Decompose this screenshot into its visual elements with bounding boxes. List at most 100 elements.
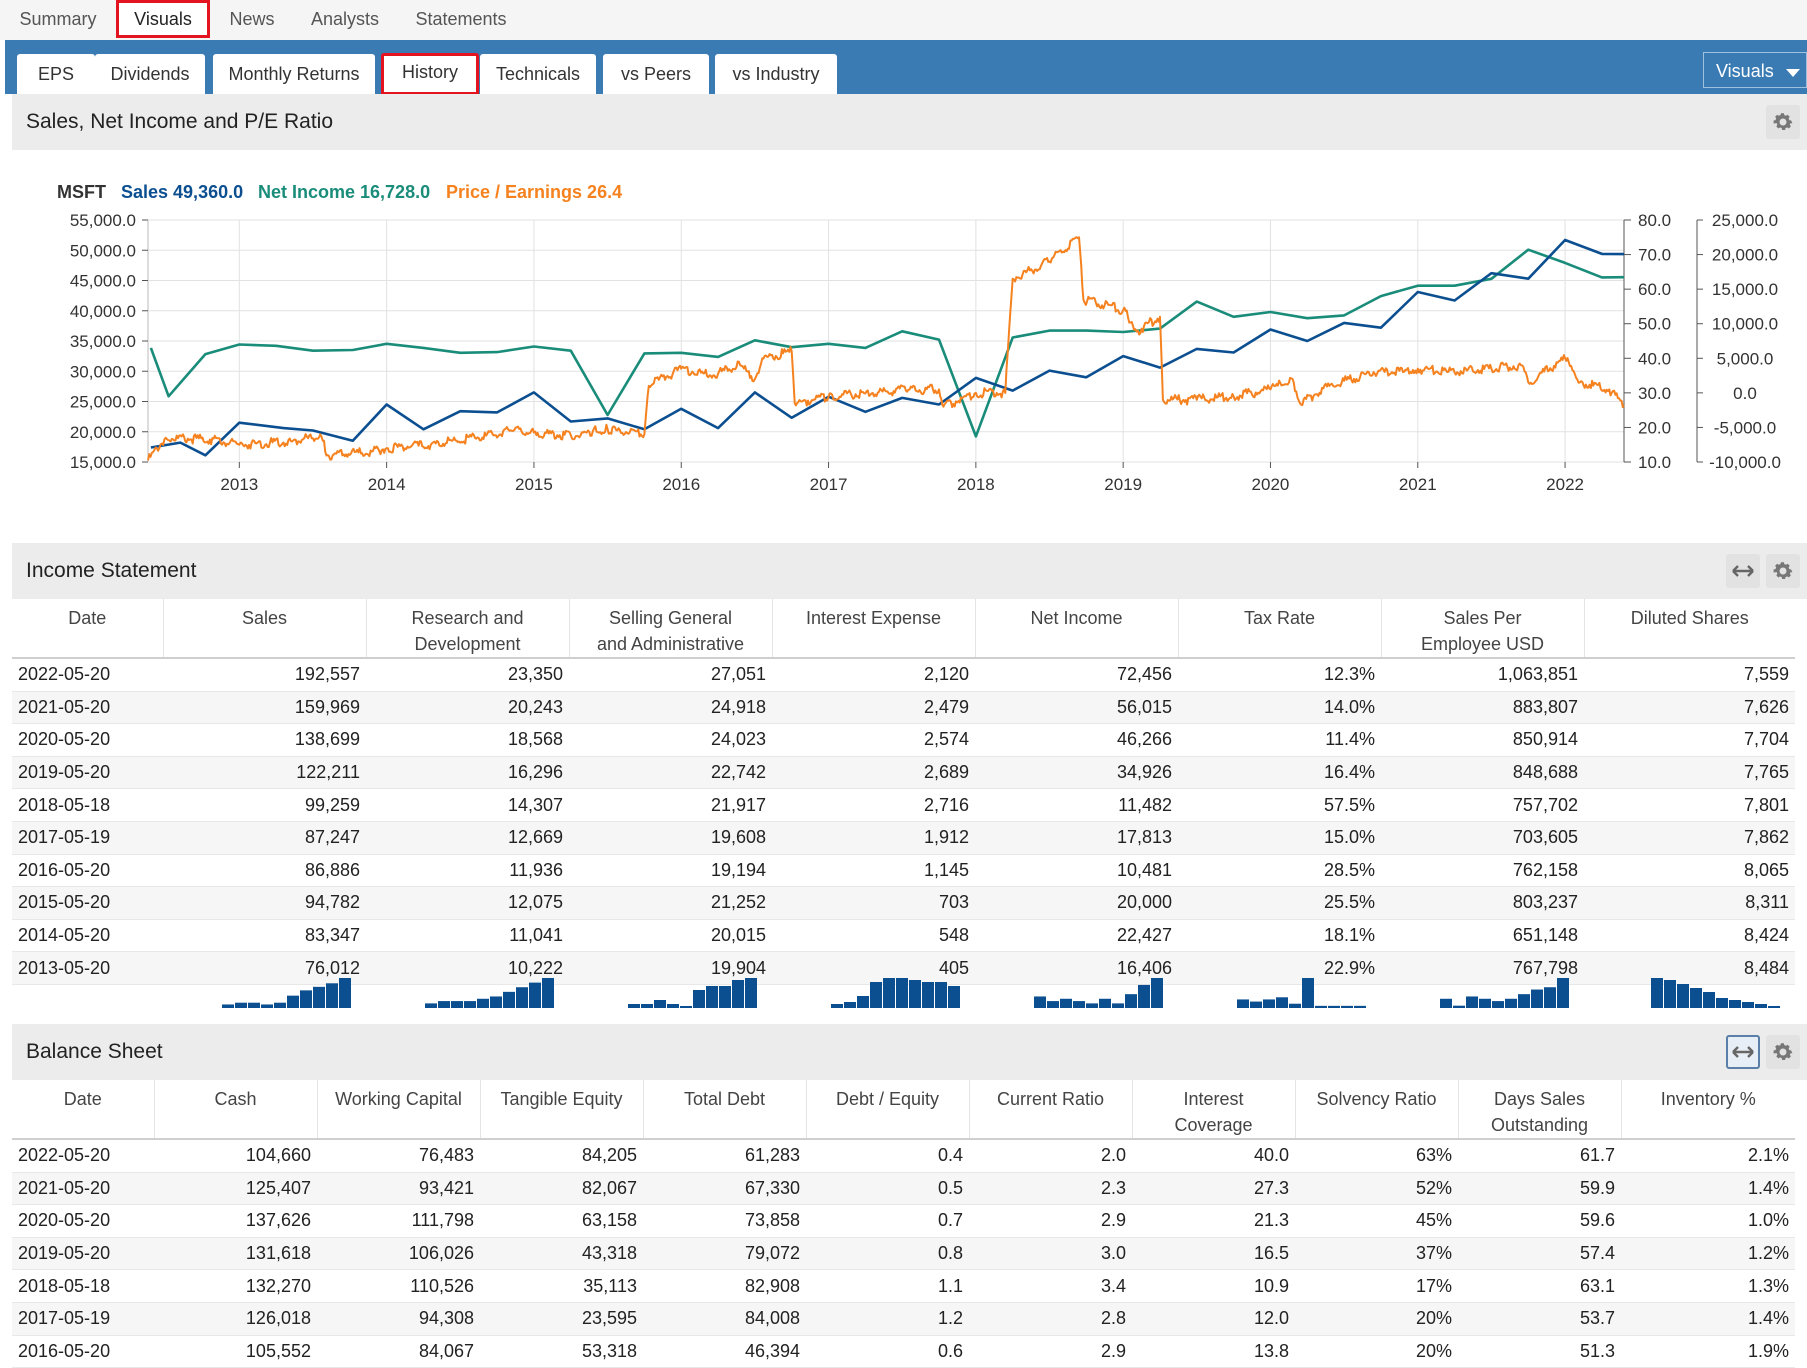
y-net-income-tick-label: 20,000.0 [1712,246,1778,265]
legend-sales[interactable]: Sales 49,360.0 [121,182,243,202]
income-col-header-label: Diluted Shares [1630,608,1749,628]
visuals-dropdown[interactable]: Visuals [1703,52,1807,88]
table-cell: 1,145 [923,859,969,880]
nav-statements[interactable]: Statements [415,9,507,29]
nav-analysts[interactable]: Analysts [310,9,380,29]
income-settings-button[interactable] [1766,554,1800,588]
tab-monthly-returns[interactable]: Monthly Returns [213,54,375,94]
y-net-income-tick-label: 15,000.0 [1712,280,1778,299]
y-left-tick-label: 35,000.0 [70,332,136,351]
chart-svg: MSFT Sales 49,360.0 Net Income 16,728.0 … [57,182,1781,494]
sparkline-bar [1755,1004,1767,1008]
balance-col-header[interactable]: Tangible Equity [480,1080,644,1139]
table-cell: 8,424 [1743,925,1789,946]
balance-col-header[interactable]: Date [12,1080,155,1139]
row-date: 2019-05-20 [18,1243,111,1264]
income-col-header[interactable]: Diluted Shares [1584,599,1795,658]
y-left-tick-label: 50,000.0 [70,241,136,260]
balance-col-header[interactable]: Inventory % [1621,1080,1795,1139]
expand-horizontal-icon [1732,565,1754,577]
sparkline-bar [248,1002,260,1008]
nav-news[interactable]: News [229,9,275,29]
table-cell: 61.7 [1579,1145,1615,1166]
table-cell: 12.3% [1323,664,1375,685]
sparkline-bar [300,990,312,1008]
table-cell: 3.0 [1100,1243,1126,1264]
income-col-header[interactable]: Sales Per Employee USD [1381,599,1585,658]
balance-col-header[interactable]: Debt / Equity [806,1080,970,1139]
table-cell: 848,688 [1512,762,1578,783]
income-expand-button[interactable] [1726,554,1760,588]
balance-sheet-header: Balance Sheet [12,1024,1807,1080]
nav-visuals[interactable]: Visuals [116,0,210,38]
pe-series-line[interactable] [147,236,1625,461]
income-col-header[interactable]: Tax Rate [1178,599,1382,658]
table-cell: 2.9 [1100,1340,1126,1361]
table-cell: 93,421 [418,1177,474,1198]
balance-col-header[interactable]: Interest Coverage [1132,1080,1296,1139]
table-cell: 7,862 [1743,827,1789,848]
income-col-header[interactable]: Interest Expense [772,599,976,658]
table-cell: 82,908 [744,1275,800,1296]
balance-col-header[interactable]: Working Capital [317,1080,481,1139]
y-left-tick-label: 25,000.0 [70,393,136,412]
legend-pe[interactable]: Price / Earnings 26.4 [446,182,622,202]
income-col-header[interactable]: Selling General and Administrative [569,599,773,658]
sparkline-bar [425,1003,437,1008]
tab-eps[interactable]: EPS [17,54,95,94]
balance-col-header[interactable]: Cash [154,1080,318,1139]
income-col-header[interactable]: Date [12,599,164,658]
table-cell: 21.3 [1253,1210,1289,1231]
balance-expand-button[interactable] [1726,1035,1760,1069]
table-cell: 20% [1415,1308,1452,1329]
balance-col-header-label: Outstanding [1490,1115,1589,1135]
table-cell: 63% [1415,1145,1452,1166]
income-sparkline-row [222,978,1780,1008]
nav-summary[interactable]: Summary [19,9,97,29]
legend-net-income[interactable]: Net Income 16,728.0 [258,182,430,202]
net-income-series-line[interactable] [149,248,1625,438]
sparkline-bar [1742,1002,1754,1008]
table-cell: 24,023 [710,729,766,750]
balance-col-header[interactable]: Days Sales Outstanding [1458,1080,1622,1139]
table-cell: 132,270 [245,1275,311,1296]
balance-settings-button[interactable] [1766,1035,1800,1069]
sparkline-bar [667,1004,679,1008]
table-cell: 1.0% [1747,1210,1789,1231]
income-col-header[interactable]: Net Income [975,599,1179,658]
tab-vs-peers[interactable]: vs Peers [603,54,709,94]
balance-col-header[interactable]: Total Debt [643,1080,807,1139]
income-col-header[interactable]: Research and Development [366,599,570,658]
income-col-header[interactable]: Sales [163,599,367,658]
table-cell: 14,307 [507,794,563,815]
sales-series-line[interactable] [150,238,1625,457]
balance-col-header[interactable]: Current Ratio [969,1080,1133,1139]
chart-settings-button[interactable] [1766,105,1800,139]
table-cell: 76,012 [304,957,360,978]
table-cell: 0.5 [937,1177,963,1198]
table-cell: 651,148 [1512,925,1578,946]
table-cell: 22,427 [1116,925,1172,946]
row-date: 2016-05-20 [18,1340,111,1361]
sparkline-bar [654,1000,666,1008]
sparkline-bar [477,998,489,1008]
sparkline-bar [1354,1005,1366,1008]
sparkline-bar [719,986,731,1008]
table-cell: 73,858 [744,1210,800,1231]
table-cell: 51.3 [1579,1340,1615,1361]
gear-icon [1773,562,1793,579]
table-cell: 2.1% [1747,1145,1789,1166]
table-row: 2018-05-18 132,270 110,526 35,113 82,908 1.1 3… [12,1270,1795,1303]
table-cell: 104,660 [245,1145,311,1166]
table-cell: 8,484 [1743,957,1789,978]
table-cell: 10.9 [1253,1275,1289,1296]
sparkline-bar [922,982,934,1008]
balance-col-header[interactable]: Solvency Ratio [1295,1080,1459,1139]
tab-technicals[interactable]: Technicals [480,54,596,94]
tab-dividends[interactable]: Dividends [95,54,205,94]
sparkline-bar [1544,987,1556,1008]
tab-history[interactable]: History [381,53,479,95]
tab-vs-industry[interactable]: vs Industry [715,54,837,94]
table-cell: 7,801 [1743,794,1789,815]
table-cell: 1.4% [1747,1308,1789,1329]
